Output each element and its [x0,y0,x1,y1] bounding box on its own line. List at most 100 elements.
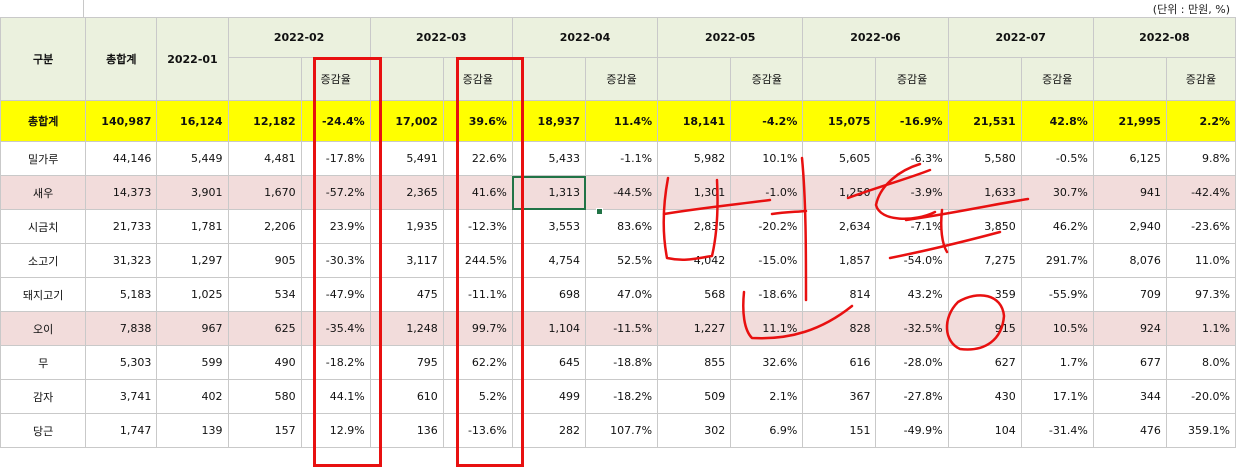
table-cell[interactable]: 814 [802,277,877,312]
table-cell[interactable]: 967 [156,311,229,346]
table-cell[interactable]: -12.3% [442,209,513,244]
table-cell[interactable]: 2,634 [802,209,877,244]
table-cell[interactable]: -13.6% [442,413,513,448]
table-cell[interactable]: 2,365 [369,175,444,210]
table-cell[interactable]: -1.1% [584,141,659,176]
table-cell[interactable]: 1,781 [156,209,229,244]
table-cell[interactable]: 1,301 [657,175,732,210]
table-cell[interactable]: 1,248 [369,311,444,346]
table-cell[interactable]: 625 [227,311,302,346]
table-cell[interactable]: 44,146 [85,141,158,176]
table-cell[interactable]: 2.2% [1165,100,1236,142]
table-cell[interactable]: 1,250 [802,175,877,210]
table-cell[interactable]: -30.3% [300,243,371,278]
table-cell[interactable]: -18.8% [584,345,659,380]
table-cell[interactable]: 677 [1092,345,1167,380]
table-cell[interactable]: 855 [657,345,732,380]
table-cell[interactable]: 2,940 [1092,209,1167,244]
table-cell[interactable]: 5.2% [442,379,513,414]
table-cell[interactable]: 151 [802,413,877,448]
table-cell[interactable]: 10.5% [1020,311,1094,346]
table-cell[interactable]: 46.2% [1020,209,1094,244]
table-cell[interactable]: 344 [1092,379,1167,414]
table-cell[interactable]: 828 [802,311,877,346]
table-cell[interactable]: -18.2% [584,379,659,414]
table-cell[interactable]: 157 [227,413,302,448]
table-cell[interactable]: -54.0% [875,243,949,278]
table-cell[interactable]: 698 [511,277,587,312]
table-cell[interactable]: 244.5% [442,243,513,278]
table-cell[interactable]: 302 [657,413,732,448]
header-month[interactable]: 2022-04 [511,17,659,58]
header-rate[interactable]: 증감율 [300,57,371,101]
table-cell[interactable]: 402 [156,379,229,414]
table-cell[interactable]: 1,633 [947,175,1022,210]
table-cell[interactable]: 795 [369,345,444,380]
table-cell[interactable]: 23.9% [300,209,371,244]
table-cell[interactable]: 17,002 [369,100,444,142]
row-label[interactable]: 총합계 [0,100,87,142]
header-month[interactable]: 2022-05 [657,17,804,58]
table-cell[interactable]: 52.5% [584,243,659,278]
table-cell[interactable]: 5,491 [369,141,444,176]
table-cell[interactable]: 136 [369,413,444,448]
header-total[interactable]: 총합계 [85,17,158,101]
table-cell[interactable]: -55.9% [1020,277,1094,312]
header-rate[interactable]: 증감율 [442,57,513,101]
table-cell[interactable]: 11.0% [1165,243,1236,278]
table-cell[interactable]: 42.8% [1020,100,1094,142]
table-cell[interactable]: 1.1% [1165,311,1236,346]
row-label[interactable]: 밀가루 [0,141,87,176]
table-cell[interactable]: 11.4% [584,100,659,142]
table-cell[interactable]: 99.7% [442,311,513,346]
table-cell[interactable]: 3,117 [369,243,444,278]
table-cell[interactable]: 475 [369,277,444,312]
table-cell[interactable]: -3.9% [875,175,949,210]
header-month[interactable]: 2022-03 [369,17,513,58]
table-cell[interactable]: 568 [657,277,732,312]
table-cell[interactable]: 7,838 [85,311,158,346]
table-cell[interactable]: -42.4% [1165,175,1236,210]
table-cell[interactable]: 645 [511,345,587,380]
table-cell[interactable]: 3,901 [156,175,229,210]
row-label[interactable]: 오이 [0,311,87,346]
row-label[interactable]: 무 [0,345,87,380]
table-cell[interactable]: 1,227 [657,311,732,346]
table-cell[interactable]: -17.8% [300,141,371,176]
table-cell[interactable]: -49.9% [875,413,949,448]
header-category[interactable]: 구분 [0,17,87,101]
table-cell[interactable]: 359.1% [1165,413,1236,448]
table-cell[interactable]: 534 [227,277,302,312]
table-cell[interactable]: 476 [1092,413,1167,448]
header-rate[interactable]: 증감율 [730,57,804,101]
table-cell[interactable]: -11.5% [584,311,659,346]
table-cell[interactable]: -11.1% [442,277,513,312]
table-cell[interactable]: 18,937 [511,100,587,142]
table-cell[interactable]: 11.1% [730,311,804,346]
table-cell[interactable]: 1,857 [802,243,877,278]
row-label[interactable]: 감자 [0,379,87,414]
table-cell[interactable]: -28.0% [875,345,949,380]
header-month[interactable]: 2022-02 [227,17,371,58]
table-cell[interactable]: 7,275 [947,243,1022,278]
table-cell[interactable]: 915 [947,311,1022,346]
table-cell[interactable]: 367 [802,379,877,414]
header-blank[interactable] [227,57,302,101]
table-cell[interactable]: 924 [1092,311,1167,346]
table-cell[interactable]: 41.6% [442,175,513,210]
table-cell[interactable]: 509 [657,379,732,414]
table-cell[interactable]: -31.4% [1020,413,1094,448]
table-cell[interactable]: 610 [369,379,444,414]
table-cell[interactable]: 62.2% [442,345,513,380]
table-cell[interactable]: -44.5% [584,175,659,210]
table-cell[interactable]: 4,042 [657,243,732,278]
table-cell[interactable]: 430 [947,379,1022,414]
table-cell[interactable]: 4,481 [227,141,302,176]
table-cell[interactable]: 47.0% [584,277,659,312]
header-month[interactable]: 2022-01 [156,17,229,101]
table-cell[interactable]: -35.4% [300,311,371,346]
table-cell[interactable]: 104 [947,413,1022,448]
table-cell[interactable]: 3,741 [85,379,158,414]
table-cell[interactable]: -16.9% [875,100,949,142]
table-cell[interactable]: 97.3% [1165,277,1236,312]
